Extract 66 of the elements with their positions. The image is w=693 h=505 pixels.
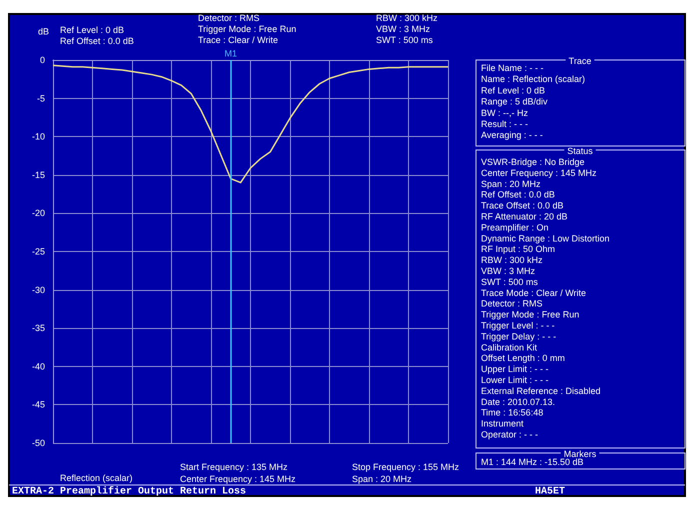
y-tick-label: -25 <box>32 246 45 256</box>
text: Status <box>567 146 594 156</box>
text: Instrument <box>481 418 524 429</box>
text: SWT : 500 ms <box>481 276 538 287</box>
line-series <box>52 64 449 184</box>
text: Trigger Mode : Free Run <box>198 24 296 34</box>
text: Calibration Kit <box>481 342 538 352</box>
text: RBW : 300 kHz <box>481 255 544 266</box>
text: Ref Level : 0 dB <box>481 85 546 96</box>
text: Trace <box>568 56 592 66</box>
y-tick-label: 0 <box>40 55 45 65</box>
text: M1 <box>224 48 238 58</box>
text: M1 : 144 MHz : -15.50 dB <box>481 457 584 467</box>
text: RF Attenuator : 20 dB <box>481 212 568 222</box>
text: Preamplifier : On <box>481 222 549 232</box>
text: Ref Offset : 0.0 dB <box>60 36 134 46</box>
text: Ref Level : 0 dB <box>60 25 124 35</box>
text: Operator : - - - <box>481 430 538 440</box>
text: Center Frequency : 145 MHz <box>481 168 598 178</box>
text: RF Input : 50 Ohm <box>481 244 556 254</box>
text: Trigger Level : - - - <box>481 320 555 330</box>
text: VBW : 3 MHz <box>376 24 431 34</box>
text: RBW : 300 kHz <box>376 13 438 23</box>
text: VBW : 3 MHz <box>481 266 536 276</box>
text: Span : 20 MHz <box>481 178 542 189</box>
y-tick-label: -35 <box>32 323 45 334</box>
text: Upper Limit : - - - <box>481 364 549 374</box>
text: Trigger Delay : - - - <box>481 331 556 342</box>
text: Markers <box>564 449 597 459</box>
text: Reflection (scalar) <box>60 473 133 483</box>
y-tick-label: -50 <box>32 438 45 448</box>
y-tick-label: -5 <box>36 93 45 104</box>
y-tick-label: -30 <box>32 284 45 295</box>
text: HA5ET <box>535 486 566 498</box>
text: Stop Frequency : 155 MHz <box>352 462 460 472</box>
y-tick-label: -20 <box>32 208 45 218</box>
text: Ref Offset : 0.0 dB <box>481 190 555 200</box>
text: EXTRA-2 Preamplifier Output Return Loss <box>12 486 246 498</box>
text: Start Frequency : 135 MHz <box>180 462 288 472</box>
text: BW : --,- Hz <box>481 108 528 118</box>
text: Time : 16:56:48 <box>481 408 544 418</box>
text: VSWR-Bridge : No Bridge <box>481 157 585 167</box>
text: Trigger Mode : Free Run <box>481 310 580 320</box>
text: External Reference : Disabled <box>481 386 601 396</box>
y-tick-label: -40 <box>32 361 45 372</box>
text: Trace Mode : Clear / Write <box>481 288 586 298</box>
text: Trace Offset : 0.0 dB <box>481 200 564 211</box>
y-tick-label: -10 <box>32 132 45 142</box>
text: Span : 20 MHz <box>352 474 412 484</box>
text: Date : 2010.07.13. <box>481 396 556 407</box>
text: SWT : 500 ms <box>376 35 434 45</box>
y-axis-title: dB <box>38 26 49 36</box>
text: Offset Length : 0 mm <box>481 353 565 364</box>
text: Detector : RMS <box>481 298 543 309</box>
text: Name : Reflection (scalar) <box>481 74 586 84</box>
text: Trace : Clear / Write <box>198 35 278 45</box>
text: Result : - - - <box>481 119 528 129</box>
text: Detector : RMS <box>198 13 260 23</box>
y-tick-label: -15 <box>32 170 45 180</box>
text: Averaging : - - - <box>481 130 543 140</box>
y-tick-label: -45 <box>32 400 45 410</box>
text: Lower Limit : - - - <box>481 375 549 385</box>
text: Range : 5 dB/div <box>481 96 548 107</box>
text: Dynamic Range : Low Distortion <box>481 233 610 244</box>
text: File Name : - - - <box>481 63 544 73</box>
text: Center Frequency : 145 MHz <box>180 474 296 484</box>
